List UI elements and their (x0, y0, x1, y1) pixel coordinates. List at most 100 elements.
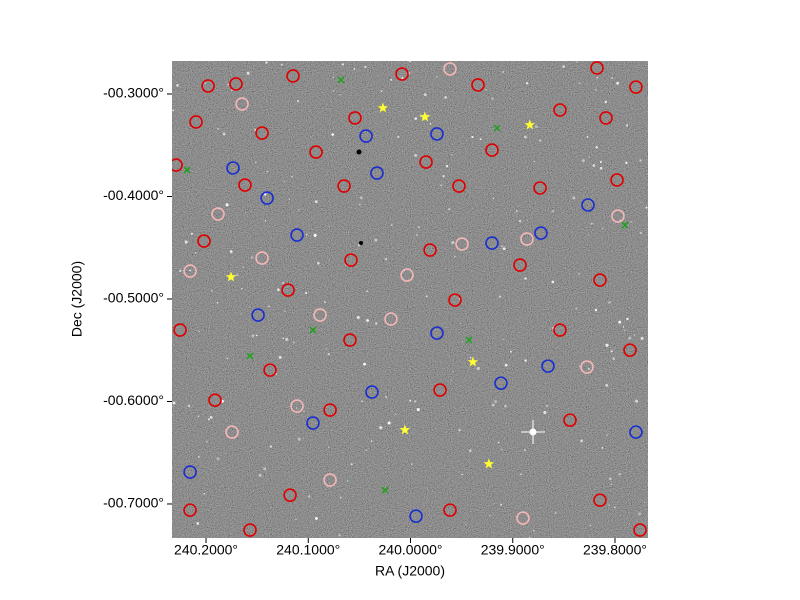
source-circle (409, 509, 423, 523)
sky-speck (599, 161, 602, 164)
sky-speck (518, 219, 522, 223)
sky-speck (572, 196, 576, 200)
sky-speck (172, 109, 175, 112)
sky-speck (235, 273, 239, 277)
sky-speck (255, 161, 257, 164)
sky-speck (605, 343, 609, 347)
sky-speck (587, 367, 590, 370)
source-circle (309, 145, 323, 159)
sky-speck (578, 82, 581, 85)
sky-speck (452, 371, 454, 373)
sky-speck (339, 94, 341, 96)
source-cross (493, 124, 501, 132)
sky-speck (533, 160, 535, 163)
sky-speck (610, 350, 613, 353)
sky-speck (551, 209, 555, 213)
source-star (419, 111, 431, 122)
x-tick-label: 239.8000° (583, 542, 647, 558)
sky-speck (363, 362, 367, 366)
sky-speck (491, 403, 495, 407)
sky-speck (578, 365, 581, 367)
sky-speck (280, 63, 283, 66)
source-cross (309, 326, 317, 334)
source-circle (593, 493, 607, 507)
source-circle (580, 360, 594, 374)
sky-speck (613, 506, 616, 509)
source-circle (533, 181, 547, 195)
sky-speck (277, 288, 280, 292)
source-circle (400, 268, 414, 282)
sky-speck (610, 483, 613, 486)
sky-speck (515, 209, 518, 213)
sky-speck (197, 415, 200, 417)
sky-speck (502, 247, 506, 251)
source-circle (260, 191, 274, 205)
source-circle (290, 228, 304, 242)
sky-speck (198, 330, 200, 333)
sky-speck (325, 348, 327, 350)
sky-speck (423, 93, 427, 97)
sky-speck (442, 174, 445, 178)
sky-speck (361, 400, 363, 403)
y-axis-label: Dec (J2000) (69, 261, 85, 337)
sky-speck (265, 61, 268, 64)
sky-speck (310, 136, 312, 138)
sky-speck (339, 496, 342, 499)
sky-speck (313, 233, 317, 237)
sky-speck (258, 473, 262, 477)
x-tick-label: 240.0000° (379, 542, 443, 558)
sky-speck (633, 334, 636, 336)
sky-speck (222, 132, 226, 136)
sky-speck (225, 203, 229, 207)
source-circle (337, 179, 351, 193)
sky-speck (357, 244, 361, 247)
sky-speck (575, 307, 578, 310)
sky-speck (341, 63, 344, 66)
source-circle (201, 79, 215, 93)
sky-speck (303, 411, 305, 413)
sky-speck (285, 337, 289, 341)
sky-speck (624, 329, 626, 332)
source-circle (433, 383, 447, 397)
sky-speck (640, 336, 644, 340)
x-tick-label: 240.1000° (276, 542, 340, 558)
source-circle (443, 503, 457, 517)
sky-speck (206, 440, 209, 443)
sky-speck (305, 292, 308, 294)
sky-speck (394, 413, 397, 416)
sky-speck (375, 322, 378, 325)
source-star (377, 102, 389, 113)
sky-speck (374, 238, 378, 242)
source-circle (494, 376, 508, 390)
sky-speck (399, 75, 402, 78)
sky-speck (601, 447, 604, 449)
source-circle (323, 403, 337, 417)
sky-speck (417, 226, 420, 229)
sky-speck (255, 334, 258, 337)
sky-speck (229, 250, 233, 253)
source-circle (306, 416, 320, 430)
sky-speck (338, 534, 341, 537)
dark-spot (359, 241, 363, 245)
sky-speck (476, 366, 480, 371)
source-circle (208, 393, 222, 407)
source-circle (455, 237, 469, 251)
sky-speck (450, 379, 453, 382)
sky-speck (500, 448, 503, 451)
source-cross (337, 76, 345, 84)
sky-speck (302, 437, 304, 439)
source-circle (255, 251, 269, 265)
source-circle (593, 273, 607, 287)
source-circle (513, 258, 527, 272)
sky-speck (251, 334, 255, 338)
source-circle (430, 326, 444, 340)
sky-speck (176, 84, 179, 87)
source-circle (384, 312, 398, 326)
sky-speck (469, 449, 472, 452)
sky-speck (184, 240, 188, 244)
sky-speck (250, 256, 254, 259)
source-circle (286, 69, 300, 83)
sky-speck (640, 201, 642, 203)
sky-speck (534, 125, 538, 129)
sky-speck (460, 323, 462, 325)
